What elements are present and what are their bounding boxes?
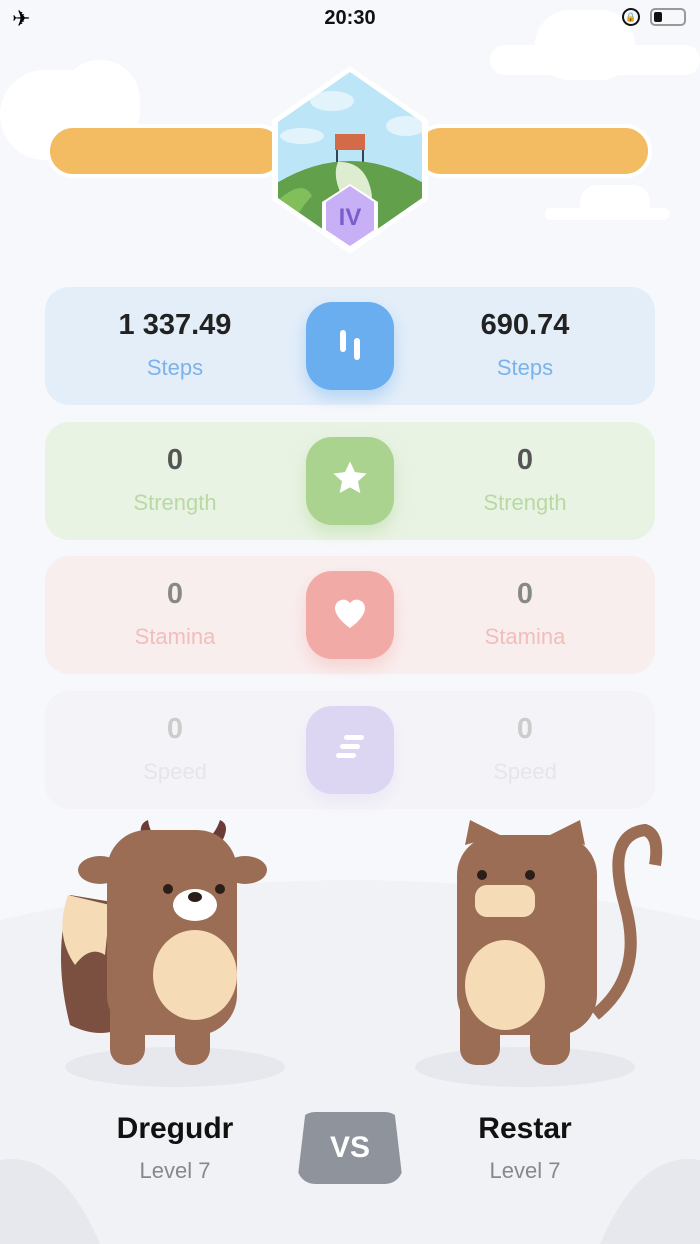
stamina-button[interactable]: [306, 571, 394, 659]
level-badge: IV: [272, 66, 428, 256]
speed-button[interactable]: [306, 705, 394, 794]
stat-value-right: 0: [516, 443, 534, 476]
steps-button[interactable]: [306, 302, 394, 390]
clock: 20:30: [324, 7, 376, 29]
vs-badge: VS: [297, 1112, 403, 1184]
stat-label-left: Strength: [133, 489, 217, 515]
stat-card-strength: 0 Strength 0 Strength: [45, 421, 655, 540]
character-restar: [457, 820, 663, 1065]
cloud: [490, 45, 700, 75]
airplane-icon: ✈: [12, 6, 31, 31]
player-name-left: Dregudr: [116, 1112, 234, 1145]
stat-card-stamina: 0 Stamina 0 Stamina: [45, 556, 655, 674]
stat-value-right: 0: [516, 578, 534, 610]
strength-button[interactable]: [306, 436, 394, 525]
character-dregudr: [61, 820, 267, 1065]
player-name-right: Restar: [478, 1112, 572, 1145]
stat-label-left: Stamina: [134, 624, 216, 649]
stat-card-steps: 1 337.49 Steps 690.74 Steps: [45, 287, 655, 405]
stat-label-left: Steps: [146, 355, 204, 380]
cloud: [545, 208, 670, 220]
heart-icon: [330, 593, 370, 638]
stat-label-right: Steps: [496, 355, 554, 380]
stat-label-left: Speed: [143, 758, 207, 784]
stat-value-left: 0: [166, 712, 184, 745]
stat-value-right: 690.74: [480, 309, 570, 341]
speed-icon: [330, 727, 370, 772]
level-numeral: IV: [339, 204, 362, 231]
player-level-right: Level 7: [489, 1158, 561, 1183]
rotation-lock-icon: 🔒: [622, 8, 640, 26]
progress-bar-right: [414, 124, 652, 178]
stat-label-right: Stamina: [484, 624, 566, 649]
progress-bar-left: [46, 124, 286, 178]
stat-value-left: 0: [166, 443, 184, 476]
steps-icon: [330, 324, 370, 369]
player-level-left: Level 7: [139, 1158, 211, 1183]
star-icon: [330, 458, 370, 503]
battery-icon: [650, 8, 686, 26]
stat-value-left: 0: [166, 578, 184, 610]
stat-value-left: 1 337.49: [118, 309, 232, 341]
stat-label-right: Speed: [493, 758, 557, 784]
stat-value-right: 0: [516, 712, 534, 745]
stat-card-speed: 0 Speed 0 Speed: [45, 690, 655, 809]
status-bar: ✈ 20:30 🔒: [0, 0, 700, 36]
stat-label-right: Strength: [483, 489, 567, 515]
